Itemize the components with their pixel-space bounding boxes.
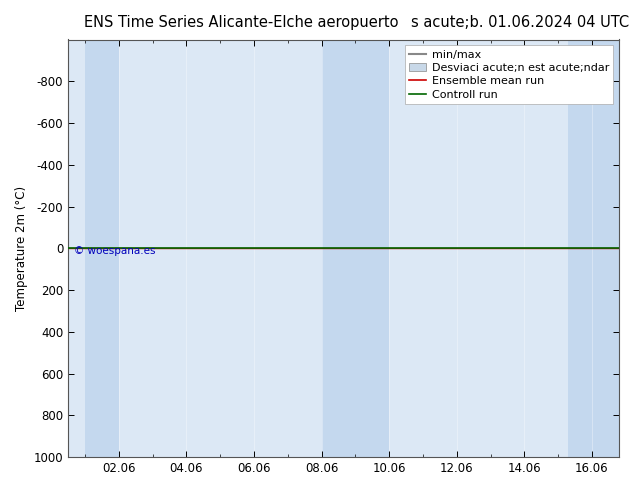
Bar xyxy=(321,40,389,457)
Text: s acute;b. 01.06.2024 04 UTC: s acute;b. 01.06.2024 04 UTC xyxy=(411,15,629,30)
Text: © woespana.es: © woespana.es xyxy=(74,246,155,256)
Bar xyxy=(568,40,619,457)
Y-axis label: Temperature 2m (°C): Temperature 2m (°C) xyxy=(15,186,28,311)
Legend: min/max, Desviaci acute;n est acute;ndar, Ensemble mean run, Controll run: min/max, Desviaci acute;n est acute;ndar… xyxy=(405,45,614,104)
Text: ENS Time Series Alicante-Elche aeropuerto: ENS Time Series Alicante-Elche aeropuert… xyxy=(84,15,398,30)
Bar xyxy=(85,40,119,457)
